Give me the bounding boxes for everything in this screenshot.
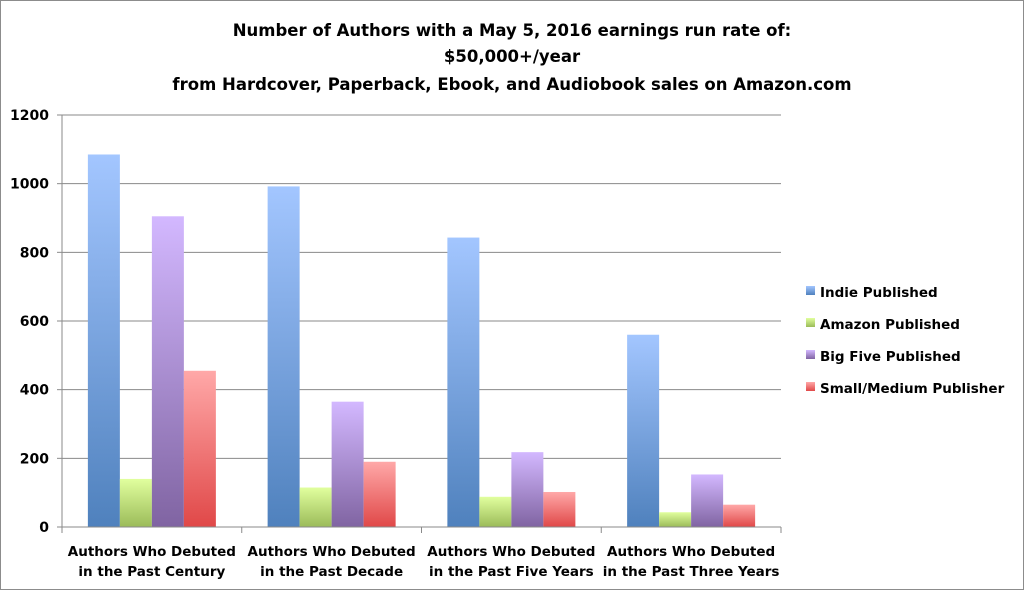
x-category-label: Authors Who Debuted (427, 544, 595, 560)
x-category-label: Authors Who Debuted (248, 544, 416, 560)
legend-label: Indie Published (820, 285, 938, 301)
y-tick-label: 800 (20, 245, 49, 261)
bar (627, 334, 660, 527)
bar (479, 496, 512, 527)
y-tick-label: 0 (39, 520, 49, 536)
bar (543, 491, 576, 527)
bar (119, 478, 152, 527)
bar (447, 237, 480, 527)
bar (691, 474, 724, 527)
x-category-label: in the Past Decade (260, 564, 403, 580)
x-category-label: Authors Who Debuted (68, 544, 236, 560)
x-category-label: in the Past Three Years (603, 564, 780, 580)
y-axis: 0 200 400 600 800 1000 1200 (10, 108, 63, 536)
x-axis: Authors Who Debuted in the Past Century Au… (61, 526, 782, 580)
chart-title-line-2: $50,000+/year (444, 47, 581, 66)
bar (363, 461, 396, 527)
legend-label: Big Five Published (820, 349, 961, 365)
y-tick-label: 400 (20, 383, 49, 399)
legend-swatch (806, 382, 815, 391)
legend-swatch (806, 318, 815, 327)
chart-title: Number of Authors with a May 5, 2016 ear… (172, 21, 851, 94)
bar (723, 504, 756, 527)
bar (299, 487, 332, 527)
bars (87, 154, 756, 528)
bar (151, 216, 184, 528)
bar (511, 452, 544, 527)
chart-title-line-3: from Hardcover, Paperback, Ebook, and Au… (172, 75, 851, 94)
legend-label: Amazon Published (820, 317, 960, 333)
bar (267, 186, 300, 527)
x-category-label: in the Past Century (78, 564, 225, 580)
bar (331, 401, 364, 527)
bar (183, 370, 216, 527)
legend: Indie Published Amazon Published Big Five … (806, 285, 1005, 397)
x-category-label: Authors Who Debuted (607, 544, 775, 560)
chart-title-line-1: Number of Authors with a May 5, 2016 ear… (233, 21, 792, 40)
x-category-label: in the Past Five Years (429, 564, 594, 580)
y-tick-label: 1000 (10, 177, 49, 193)
legend-label: Small/Medium Publisher (820, 381, 1005, 397)
legend-swatch (806, 286, 815, 295)
y-tick-label: 1200 (10, 108, 49, 124)
y-tick-label: 200 (20, 451, 49, 467)
bar (87, 154, 120, 527)
bar (659, 512, 692, 527)
y-tick-label: 600 (20, 314, 49, 330)
legend-swatch (806, 350, 815, 359)
